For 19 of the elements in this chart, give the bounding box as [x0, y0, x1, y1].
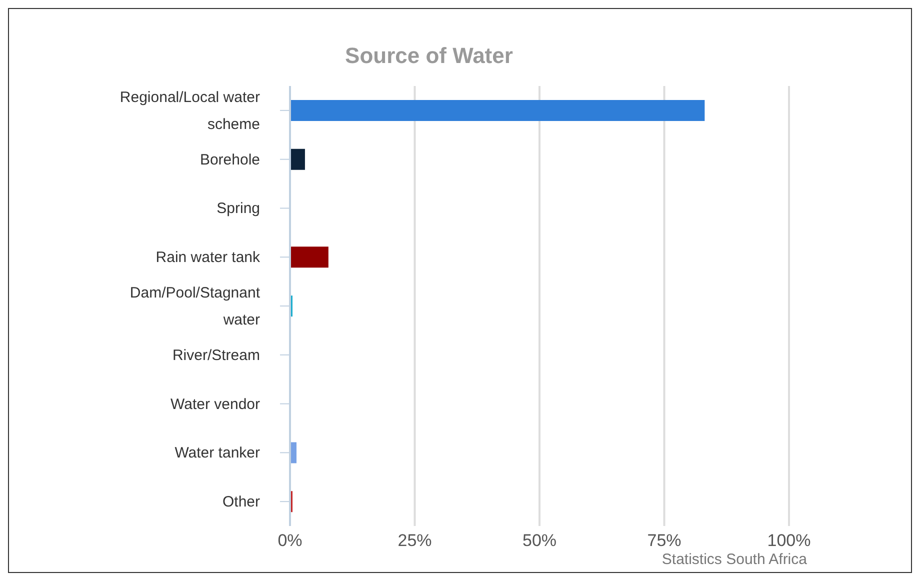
x-tick-label: 25% [398, 531, 432, 550]
y-tick-label: Other [222, 494, 260, 511]
y-tick-label: Water vendor [170, 396, 260, 413]
y-tick-label: River/Stream [172, 346, 260, 364]
x-tick-label: 50% [522, 531, 557, 550]
y-tick-label: Spring [216, 200, 260, 218]
bar [290, 100, 705, 121]
x-tick-label: 75% [647, 531, 682, 550]
bar [290, 148, 305, 170]
bar [290, 246, 328, 268]
text: Statistics South Africa [662, 551, 807, 568]
y-tick-label: Rain water tank [156, 249, 260, 266]
y-tick-label: Borehole [200, 151, 260, 168]
x-tick-label: 0% [278, 531, 302, 550]
y-tick-label: Regional/Local water scheme [120, 88, 260, 133]
y-tick-label: Water tanker [174, 444, 260, 462]
y-tick-label: Dam/Pool/Stagnant water [130, 284, 261, 328]
chart-title: Source of Water [344, 43, 514, 69]
x-tick-label: 100% [767, 531, 811, 550]
